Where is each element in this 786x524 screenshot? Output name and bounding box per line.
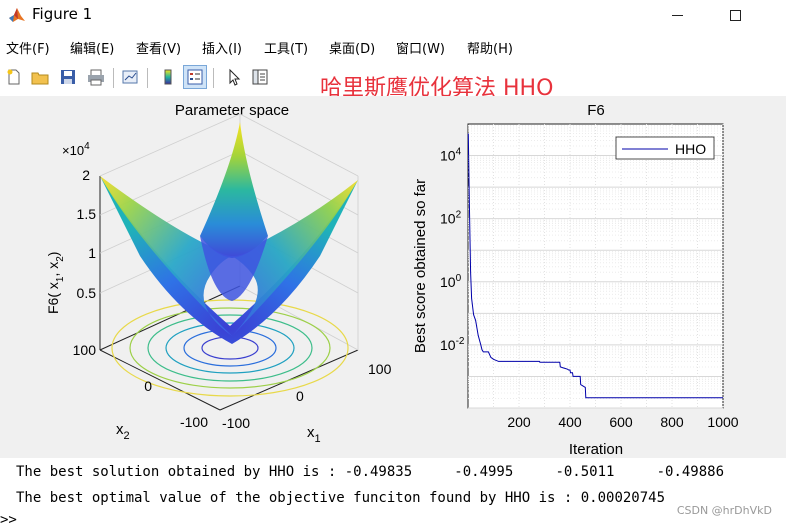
z-tick-label: 0.5 bbox=[77, 285, 97, 301]
console-output-solution: The best solution obtained by HHO is : -… bbox=[16, 464, 725, 480]
grid-layer bbox=[468, 124, 724, 409]
title-bar: Figure 1 bbox=[0, 0, 786, 30]
menu-bar: 文件(F) 编辑(E) 查看(V) 插入(I) 工具(T) 桌面(D) 窗口(W… bbox=[0, 34, 786, 60]
convergence-plot: F6 104 102 100 10-2 200 400 600 800 1000 HHO It… bbox=[412, 102, 739, 458]
z-tick-label: 1.5 bbox=[77, 206, 97, 222]
x-tick-label: 800 bbox=[660, 414, 684, 430]
x-tick-label: 0 bbox=[296, 388, 304, 404]
x-axis-label: Iteration bbox=[569, 441, 623, 458]
toolbar-separator bbox=[113, 68, 114, 88]
surface-title: Parameter space bbox=[175, 102, 289, 119]
legend: HHO bbox=[615, 136, 715, 160]
surface-mesh bbox=[100, 122, 358, 344]
y-tick-label: 104 bbox=[440, 147, 462, 164]
x-tick-label: 600 bbox=[609, 414, 633, 430]
toolbar-separator bbox=[147, 68, 148, 88]
legend-button[interactable] bbox=[183, 65, 207, 89]
menu-insert[interactable]: 插入(I) bbox=[202, 42, 242, 57]
colorbar-icon bbox=[164, 69, 172, 85]
y-tick-label: 100 bbox=[73, 342, 97, 358]
z-axis-label: F6( x1, x2) bbox=[45, 252, 66, 314]
x-tick-label: 1000 bbox=[707, 414, 738, 430]
menu-tools[interactable]: 工具(T) bbox=[264, 42, 309, 57]
y-axis-label: Best score obtained so far bbox=[412, 179, 429, 353]
x-axis-label: x1 bbox=[307, 424, 321, 445]
console-output-value: The best optimal value of the objective … bbox=[16, 490, 666, 506]
legend-icon bbox=[187, 69, 203, 85]
new-figure-button[interactable] bbox=[2, 65, 26, 89]
command-prompt[interactable]: >> bbox=[0, 512, 17, 524]
toolbar-separator bbox=[213, 68, 214, 88]
z-tick-label: 2 bbox=[82, 167, 90, 183]
menu-desktop[interactable]: 桌面(D) bbox=[329, 42, 376, 57]
z-exponent-label: ×104 bbox=[62, 141, 90, 158]
watermark-text: CSDN @hrDhVkD bbox=[676, 504, 772, 517]
y-tick-label: 102 bbox=[440, 210, 462, 227]
x-tick-label: 200 bbox=[507, 414, 531, 430]
maximize-icon bbox=[729, 9, 741, 21]
save-button[interactable] bbox=[56, 65, 80, 89]
toolbar bbox=[0, 62, 786, 94]
y-tick-label: 0 bbox=[144, 378, 152, 394]
y-axis-label: x2 bbox=[116, 421, 130, 442]
property-inspector-icon bbox=[252, 69, 268, 85]
z-tick-label: 1 bbox=[88, 245, 96, 261]
colorbar-button[interactable] bbox=[156, 65, 180, 89]
minimize-icon bbox=[671, 14, 683, 16]
menu-edit[interactable]: 编辑(E) bbox=[70, 42, 115, 57]
convergence-title: F6 bbox=[587, 102, 605, 119]
property-inspector-button[interactable] bbox=[248, 65, 272, 89]
print-icon bbox=[88, 69, 104, 86]
open-file-icon bbox=[31, 72, 49, 85]
x-tick-label: 100 bbox=[368, 361, 392, 377]
x-tick-layer: 200 400 600 800 1000 bbox=[507, 414, 738, 430]
x-tick-label: 400 bbox=[558, 414, 582, 430]
link-plot-icon bbox=[122, 70, 138, 84]
y-tick-layer: 104 102 100 10-2 bbox=[440, 147, 465, 353]
menu-view[interactable]: 查看(V) bbox=[136, 42, 182, 57]
x-tick-label: -100 bbox=[222, 415, 250, 431]
print-button[interactable] bbox=[84, 65, 108, 89]
minimize-button[interactable] bbox=[654, 0, 700, 30]
matlab-logo-icon bbox=[9, 8, 25, 22]
open-file-button[interactable] bbox=[28, 65, 52, 89]
link-plot-button[interactable] bbox=[118, 65, 142, 89]
menu-help[interactable]: 帮助(H) bbox=[467, 42, 513, 57]
menu-window[interactable]: 窗口(W) bbox=[396, 42, 445, 57]
legend-label: HHO bbox=[675, 141, 706, 157]
y-tick-label: 10-2 bbox=[440, 336, 465, 353]
maximize-button[interactable] bbox=[712, 0, 758, 30]
surface-plot: Parameter space bbox=[45, 102, 392, 445]
pointer-button[interactable] bbox=[222, 65, 246, 89]
menu-file[interactable]: 文件(F) bbox=[6, 42, 50, 57]
pointer-icon bbox=[229, 68, 241, 86]
command-window: The best solution obtained by HHO is : -… bbox=[0, 458, 786, 524]
new-figure-icon bbox=[7, 69, 20, 85]
y-tick-label: -100 bbox=[180, 414, 208, 430]
save-icon bbox=[61, 70, 75, 84]
figure-canvas: Parameter space bbox=[0, 96, 786, 458]
series-line-hho bbox=[467, 133, 723, 399]
window-title: Figure 1 bbox=[32, 5, 93, 23]
y-tick-label: 100 bbox=[440, 273, 462, 290]
figure-svg: Parameter space bbox=[45, 102, 739, 458]
